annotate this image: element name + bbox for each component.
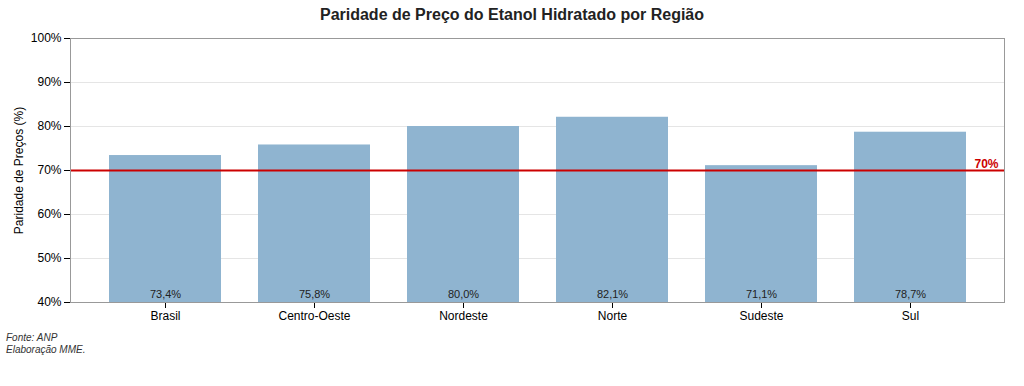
svg-text:100%: 100% [31, 31, 62, 45]
svg-text:80,0%: 80,0% [448, 288, 479, 300]
svg-text:Sudeste: Sudeste [739, 309, 783, 323]
svg-text:75,8%: 75,8% [299, 288, 330, 300]
svg-text:70%: 70% [974, 157, 998, 171]
svg-text:Nordeste: Nordeste [439, 309, 488, 323]
svg-text:Norte: Norte [598, 309, 628, 323]
svg-text:Paridade de Preços (%): Paridade de Preços (%) [12, 107, 26, 234]
svg-text:71,1%: 71,1% [746, 288, 777, 300]
svg-text:82,1%: 82,1% [597, 288, 628, 300]
html-text:Paridade de Preço do Etanol Hi: Paridade de Preço do Etanol Hidratado po… [320, 6, 704, 23]
svg-text:40%: 40% [37, 295, 61, 309]
svg-text:Sul: Sul [902, 309, 919, 323]
svg-text:Brasil: Brasil [150, 309, 180, 323]
svg-text:90%: 90% [37, 75, 61, 89]
svg-text:50%: 50% [37, 251, 61, 265]
svg-text:60%: 60% [37, 207, 61, 221]
svg-text:73,4%: 73,4% [150, 288, 181, 300]
svg-text:70%: 70% [37, 163, 61, 177]
svg-text:80%: 80% [37, 119, 61, 133]
svg-text:Centro-Oeste: Centro-Oeste [278, 309, 350, 323]
html-text:Fonte: ANP Elaboração MME.: Fonte: ANP Elaboração MME. [6, 332, 86, 355]
svg-text:78,7%: 78,7% [895, 288, 926, 300]
